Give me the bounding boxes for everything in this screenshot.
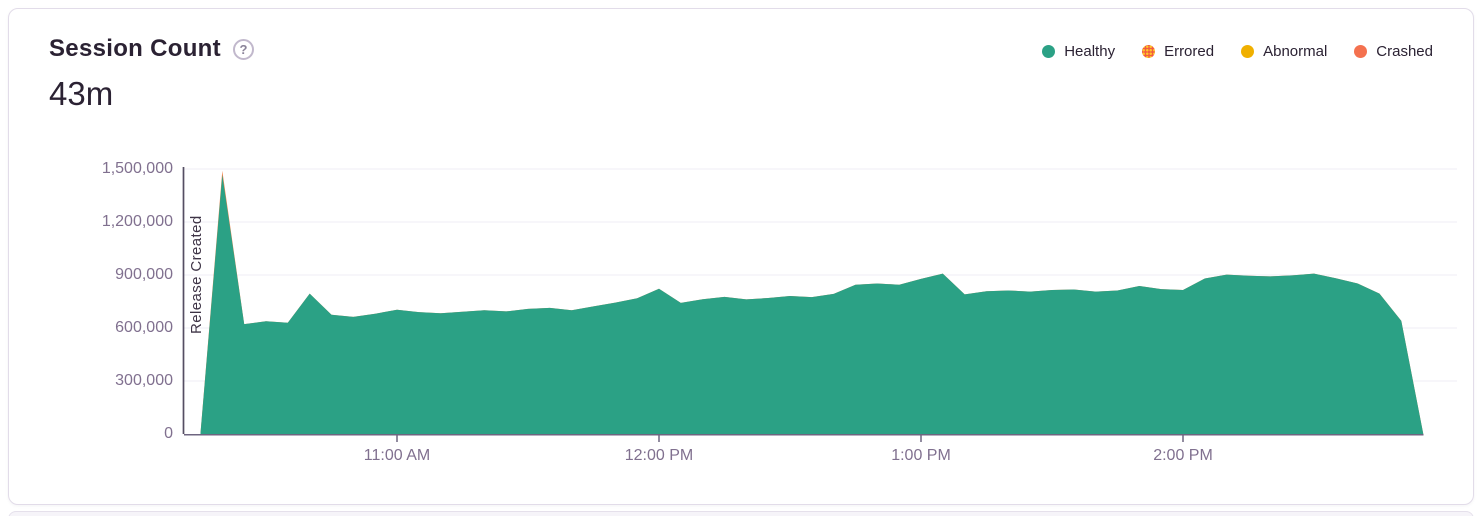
x-axis-label: 12:00 PM	[624, 447, 694, 464]
legend-item-errored[interactable]: Errored	[1142, 43, 1214, 60]
crashed-legend-dot	[1354, 45, 1368, 58]
next-panel-edge	[8, 511, 1474, 516]
y-axis-label: 600,000	[115, 319, 173, 336]
card-header: Session Count ?	[49, 35, 254, 63]
healthy-area	[200, 174, 1424, 434]
legend-label: Errored	[1164, 43, 1215, 60]
abnormal-legend-dot	[1241, 45, 1255, 58]
release-created-annotation: Release Created	[188, 215, 205, 334]
legend-label: Crashed	[1376, 43, 1433, 60]
y-axis-label: 1,200,000	[101, 213, 173, 230]
session-count-chart[interactable]: Release Created 11:00 AM 12:00 PM 1:00 PM 2…	[9, 9, 1473, 504]
legend-item-crashed[interactable]: Crashed	[1354, 43, 1433, 60]
session-count-card: Session Count ? 43m Healthy Errored Abnorm…	[8, 8, 1474, 505]
legend-item-abnormal[interactable]: Abnormal	[1241, 43, 1327, 60]
errored-legend-dot	[1142, 45, 1156, 58]
y-axis-label: 1,500,000	[101, 160, 173, 177]
page-title: Session Count	[49, 35, 221, 62]
healthy-legend-dot	[1042, 45, 1056, 58]
x-axis-label: 11:00 AM	[363, 447, 431, 464]
x-axis-label: 2:00 PM	[1153, 447, 1213, 464]
help-icon[interactable]: ?	[232, 38, 254, 60]
legend-item-healthy[interactable]: Healthy	[1042, 43, 1115, 60]
y-axis-label: 900,000	[115, 266, 173, 283]
session-total-value: 43m	[49, 75, 114, 112]
y-axis-label: 0	[164, 425, 173, 442]
chart-legend: Healthy Errored Abnormal Crashed	[1042, 43, 1433, 60]
x-axis-label: 1:00 PM	[891, 447, 951, 464]
legend-label: Healthy	[1064, 43, 1116, 60]
session-area-chart	[182, 167, 1457, 442]
legend-label: Abnormal	[1263, 43, 1328, 60]
y-axis-label: 300,000	[115, 372, 173, 389]
